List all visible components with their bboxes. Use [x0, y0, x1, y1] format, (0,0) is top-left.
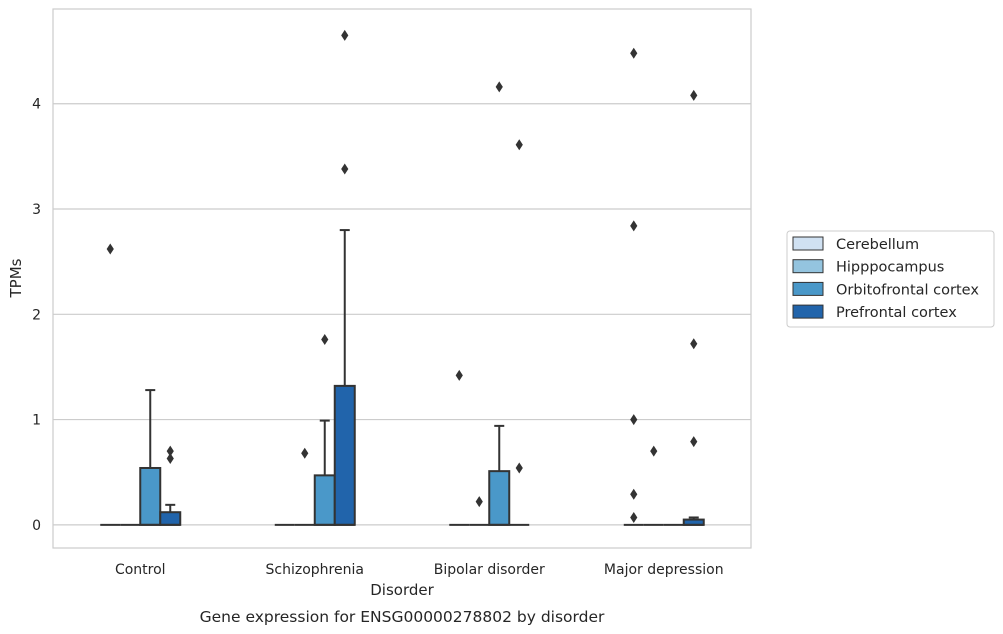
legend-label: Prefrontal cortex: [836, 305, 957, 321]
chart-title: Gene expression for ENSG00000278802 by d…: [200, 608, 605, 626]
legend-swatch: [792, 304, 824, 319]
box: [333, 384, 356, 526]
legend-frame: [786, 230, 995, 328]
outlier-point: [690, 436, 698, 448]
box: [159, 511, 182, 526]
outlier-point: [341, 29, 349, 41]
legend-label: Hipppocampus: [836, 260, 944, 276]
legend-label: Orbitofrontal cortex: [836, 282, 979, 298]
outlier-point: [650, 445, 658, 457]
legend-swatch: [792, 281, 824, 296]
outlier-point: [630, 220, 638, 232]
legend-swatch: [792, 259, 824, 274]
x-tick-label: Control: [115, 562, 166, 578]
y-axis-label: TPMs: [7, 258, 25, 298]
outlier-point: [630, 47, 638, 59]
series-prefrontal-cortex: [159, 29, 705, 526]
x-tick-label: Schizophrenia: [266, 562, 364, 578]
y-tick-label: 3: [32, 202, 41, 218]
legend: Cerebellum Hipppocampus Orbitofrontal cort…: [786, 230, 995, 328]
outlier-point: [166, 445, 174, 457]
series-orbitofrontal-cortex: [139, 81, 684, 526]
box: [139, 466, 162, 526]
y-tick-label: 0: [32, 518, 41, 534]
box-series: [100, 29, 705, 526]
box: [488, 470, 511, 526]
plot-frame: [52, 8, 752, 549]
outlier-point: [690, 338, 698, 350]
outlier-point: [301, 447, 309, 459]
y-tick-label: 2: [32, 307, 41, 323]
legend-swatch: [792, 236, 824, 251]
outlier-point: [630, 511, 638, 523]
y-tick-label: 4: [32, 97, 41, 113]
y-tick-labels: 0 1 2 3 4: [32, 97, 41, 534]
outlier-point: [630, 488, 638, 500]
outlier-point: [690, 89, 698, 101]
outlier-point: [455, 369, 463, 381]
outlier-point: [475, 496, 483, 508]
x-axis-label: Disorder: [370, 581, 434, 599]
x-tick-label: Bipolar disorder: [434, 562, 545, 578]
outlier-point: [341, 163, 349, 175]
box: [313, 474, 336, 526]
x-tick-labels: Control Schizophrenia Bipolar disorder Majo…: [115, 562, 724, 578]
outlier-point: [630, 414, 638, 426]
y-tick-label: 1: [32, 413, 41, 429]
outlier-point: [321, 334, 329, 346]
legend-label: Cerebellum: [836, 237, 919, 253]
series-hipppocampus: [120, 445, 664, 526]
outlier-point: [495, 81, 503, 93]
outlier-point: [166, 453, 174, 465]
outlier-point: [515, 139, 523, 151]
series-cerebellum: [100, 47, 644, 526]
outlier-point: [106, 243, 114, 255]
outlier-point: [515, 462, 523, 474]
x-tick-label: Major depression: [604, 562, 724, 578]
